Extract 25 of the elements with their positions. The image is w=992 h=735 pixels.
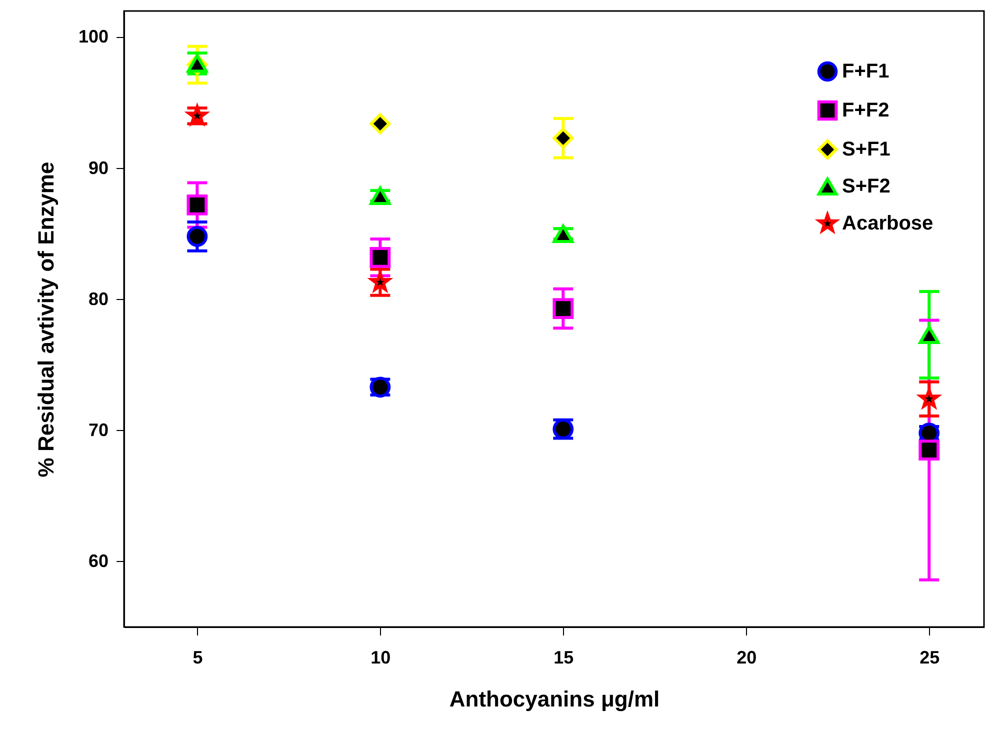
point xyxy=(370,113,391,134)
x-axis-title: Anthocyanins μg/ml xyxy=(449,686,660,712)
x-tick-label: 5 xyxy=(192,648,203,668)
point xyxy=(186,226,208,247)
legend-label: F+F2 xyxy=(842,100,890,122)
point xyxy=(918,325,940,344)
y-axis-title: % Residual avtivity of Enzyme xyxy=(33,162,58,478)
y-tick-label: 70 xyxy=(88,420,108,440)
y-tick-label: 80 xyxy=(88,288,108,309)
x-tick-label: 20 xyxy=(736,648,757,668)
x-tick-label: 15 xyxy=(554,648,574,668)
point xyxy=(186,194,208,216)
point xyxy=(370,246,391,268)
point xyxy=(552,128,574,149)
legend-label: Acarbose xyxy=(842,212,934,234)
legend-label: F+F1 xyxy=(842,60,890,82)
point xyxy=(918,440,940,461)
x-tick-label: 10 xyxy=(370,648,391,668)
y-tick-label: 100 xyxy=(78,26,108,47)
y-tick-label: 90 xyxy=(88,158,108,178)
legend-label: S+F2 xyxy=(842,176,890,198)
point xyxy=(552,298,574,319)
y-tick-label: 60 xyxy=(88,550,108,571)
legend-label: S+F1 xyxy=(842,138,890,160)
x-tick-label: 25 xyxy=(920,648,940,668)
